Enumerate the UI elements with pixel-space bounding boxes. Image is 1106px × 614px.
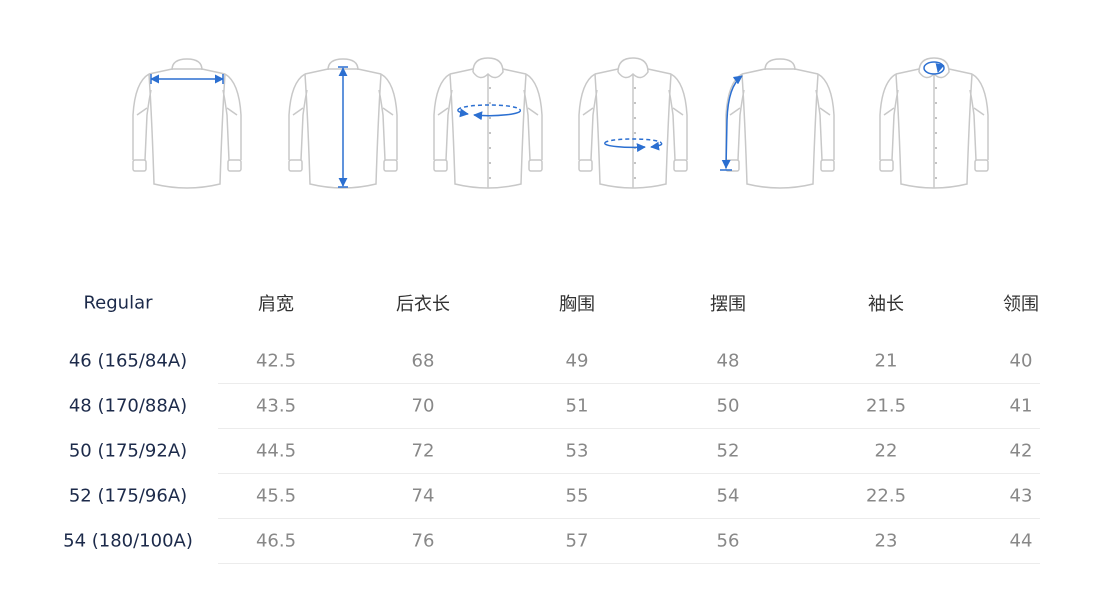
measurement-value: 68: [411, 350, 435, 372]
shirt-back-length-illustration: [288, 58, 398, 189]
size-label: 50 (175/92A): [68, 440, 188, 462]
measurement-value: 51: [565, 395, 589, 417]
shirt-collar-illustration: [879, 57, 989, 189]
shirt-sleeve-length-illustration: [720, 58, 835, 189]
measurement-value: 49: [565, 350, 589, 372]
measurement-value: 72: [411, 440, 435, 462]
measurement-value: 44.5: [255, 440, 297, 462]
row-divider: [218, 473, 1040, 474]
shirt-chest-illustration: [433, 57, 543, 189]
measurement-value: 76: [411, 530, 435, 552]
measurement-value: 42: [1009, 440, 1033, 462]
back-length-measure-arrow: [338, 66, 348, 188]
row-divider: [218, 383, 1040, 384]
size-label: 48 (170/88A): [68, 395, 188, 417]
measurement-value: 22.5: [865, 485, 907, 507]
column-header: 袖长: [868, 294, 904, 315]
measurement-value: 45.5: [255, 485, 297, 507]
row-divider: [218, 518, 1040, 519]
measurement-value: 23: [874, 530, 898, 552]
measurement-value: 41: [1009, 395, 1033, 417]
measurement-value: 52: [716, 440, 740, 462]
measurement-value: 48: [716, 350, 740, 372]
sleeve-length-measure-arrow: [720, 75, 743, 171]
shirt-hem-illustration: [578, 57, 688, 189]
measurement-value: 44: [1009, 530, 1033, 552]
size-label: 52 (175/96A): [68, 485, 188, 507]
measurement-value: 22: [874, 440, 898, 462]
measurement-value: 54: [716, 485, 740, 507]
measurement-illustrations: [132, 57, 989, 189]
measurement-value: 53: [565, 440, 589, 462]
measurement-value: 43.5: [255, 395, 297, 417]
measurement-value: 50: [716, 395, 740, 417]
measurement-value: 46.5: [255, 530, 297, 552]
measurement-value: 74: [411, 485, 435, 507]
size-label: 54 (180/100A): [63, 530, 193, 552]
column-header: 摆围: [710, 294, 746, 315]
chest-measure-arrow: [457, 104, 522, 121]
collar-measure-arrow: [923, 61, 945, 75]
row-divider: [218, 428, 1040, 429]
measurement-value: 56: [716, 530, 740, 552]
measurement-value: 57: [565, 530, 589, 552]
measurement-value: 55: [565, 485, 589, 507]
column-header: 领围: [1003, 294, 1039, 315]
measurement-value: 43: [1009, 485, 1033, 507]
row-divider: [218, 563, 1040, 564]
column-header: 肩宽: [258, 294, 294, 315]
measurement-value: 40: [1009, 350, 1033, 372]
column-header: 胸围: [559, 294, 595, 315]
shirt-shoulder-width-illustration: [132, 58, 242, 189]
hem-measure-arrow: [604, 138, 663, 153]
column-header: 后衣长: [396, 294, 450, 315]
measurement-value: 42.5: [255, 350, 297, 372]
measurement-value: 21.5: [865, 395, 907, 417]
measurement-value: 21: [874, 350, 898, 372]
shoulder-width-measure-arrow: [150, 74, 224, 84]
size-label: 46 (165/84A): [68, 350, 188, 372]
measurement-value: 70: [411, 395, 435, 417]
column-header: Regular: [83, 292, 153, 314]
